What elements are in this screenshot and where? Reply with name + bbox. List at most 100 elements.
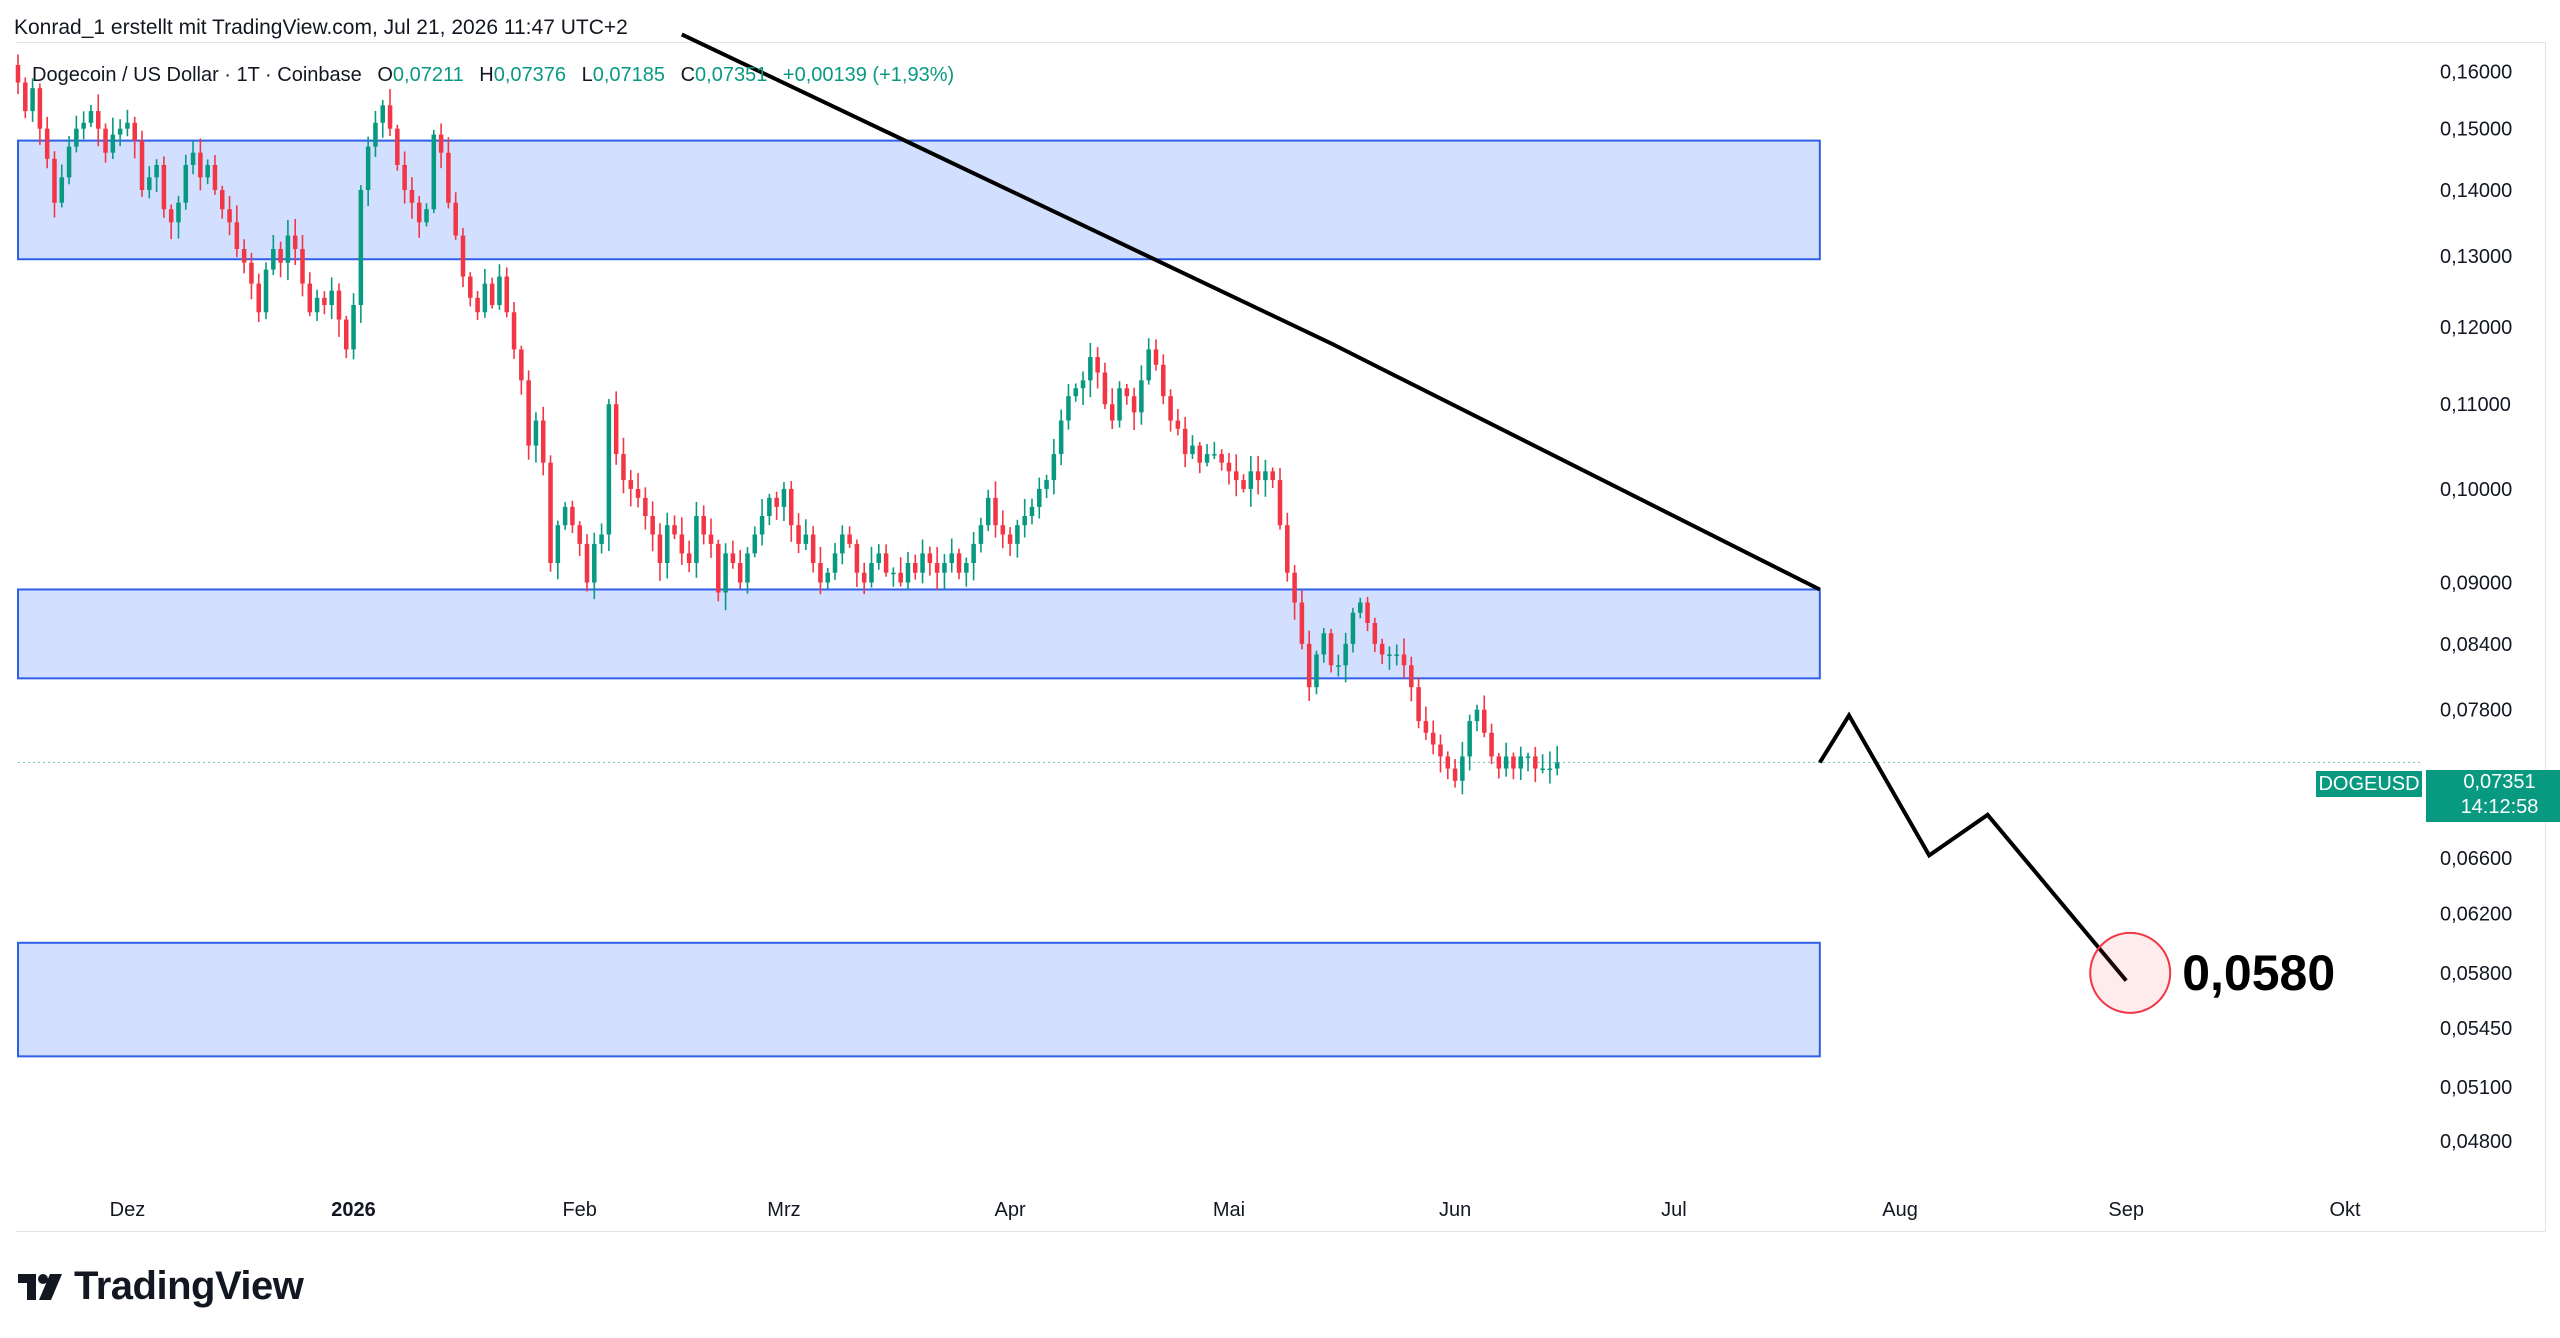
candle	[176, 195, 181, 239]
target-label: 0,0580	[2182, 945, 2335, 1001]
candle-body	[1511, 756, 1516, 769]
candle	[978, 517, 984, 553]
candle-body	[23, 82, 28, 112]
candle	[847, 526, 852, 548]
candle	[132, 116, 137, 159]
candle	[249, 252, 254, 300]
candle	[285, 219, 291, 281]
candle	[1503, 742, 1509, 777]
candle	[147, 166, 152, 199]
candle	[1153, 339, 1159, 371]
time-tick-label: Apr	[995, 1199, 1026, 1221]
price-tick-label: 0,16000	[2440, 61, 2512, 83]
candle-body	[606, 404, 612, 535]
candle	[1357, 597, 1363, 619]
candle-body	[1554, 762, 1560, 769]
candle-body	[1058, 420, 1064, 455]
candle	[30, 78, 35, 122]
candle-body	[1503, 756, 1509, 769]
candle	[1182, 417, 1188, 468]
candle	[774, 491, 779, 520]
candle-body	[672, 525, 677, 535]
candle-body	[344, 319, 349, 350]
candle	[81, 111, 86, 140]
candle-body	[1080, 380, 1086, 389]
candle	[74, 115, 79, 153]
candle-body	[154, 164, 159, 178]
candle	[643, 487, 648, 530]
candle-body	[592, 543, 597, 583]
candle-body	[599, 534, 604, 544]
candle	[241, 239, 247, 274]
candle-body	[1416, 687, 1421, 722]
legend-low-label: L	[581, 64, 593, 86]
candle-body	[497, 276, 502, 305]
candle-body	[810, 534, 816, 564]
candle-body	[934, 563, 940, 573]
candle-body	[292, 235, 298, 250]
candle-body	[373, 122, 378, 147]
candle	[424, 203, 429, 227]
candle	[540, 406, 546, 476]
candle-body	[577, 525, 582, 544]
candle	[985, 489, 991, 532]
candle-body	[37, 88, 43, 129]
candle-body	[1343, 643, 1348, 666]
candle-body	[985, 497, 991, 526]
candle	[555, 520, 561, 580]
candle-body	[1073, 388, 1079, 397]
candle	[1139, 365, 1144, 425]
candle	[526, 370, 531, 460]
candle	[1029, 498, 1035, 525]
candle	[854, 539, 860, 587]
candle	[1328, 628, 1334, 673]
candle-body	[139, 140, 145, 190]
candle	[431, 129, 437, 214]
candle	[139, 130, 145, 197]
legend-high: 0,07376	[493, 64, 567, 86]
candle-body	[1482, 709, 1487, 733]
candle	[1438, 734, 1443, 773]
candle	[1365, 596, 1370, 632]
candle-body	[1131, 396, 1137, 413]
candle	[533, 412, 539, 463]
candle-body	[759, 515, 765, 535]
candle-body	[701, 515, 706, 535]
candle-body	[1029, 506, 1035, 516]
candle-body	[1248, 471, 1254, 489]
candle	[650, 501, 655, 552]
candle-body	[1328, 633, 1334, 666]
candle-body	[752, 534, 758, 554]
candle	[1161, 354, 1166, 405]
zones-layer	[17, 139, 1821, 1058]
candle-body	[322, 297, 327, 305]
candle-body	[861, 572, 867, 583]
candle	[1124, 383, 1130, 405]
candle-body	[1365, 602, 1370, 623]
candle	[767, 493, 772, 526]
candle-body	[1321, 633, 1327, 655]
candle-body	[1285, 525, 1290, 573]
candle	[1460, 741, 1465, 795]
candle	[883, 544, 889, 577]
candle	[1474, 704, 1480, 732]
candle-body	[1168, 396, 1173, 421]
candle	[577, 521, 582, 557]
candle-body	[555, 525, 561, 564]
candle-body	[876, 553, 882, 564]
candle-body	[256, 283, 261, 313]
price-tick-label: 0,10000	[2440, 479, 2512, 501]
candle	[198, 138, 203, 191]
candle	[1131, 387, 1137, 430]
target-circle	[2089, 931, 2172, 1014]
candle-body	[52, 158, 57, 203]
candle-body	[1372, 622, 1378, 644]
tradingview-logo[interactable]: TradingView	[18, 1264, 304, 1309]
candle-body	[1525, 756, 1531, 758]
candle-body	[1044, 480, 1049, 489]
candle	[905, 551, 911, 591]
candle-body	[956, 553, 962, 573]
candle	[88, 105, 94, 128]
candle-body	[168, 209, 174, 223]
